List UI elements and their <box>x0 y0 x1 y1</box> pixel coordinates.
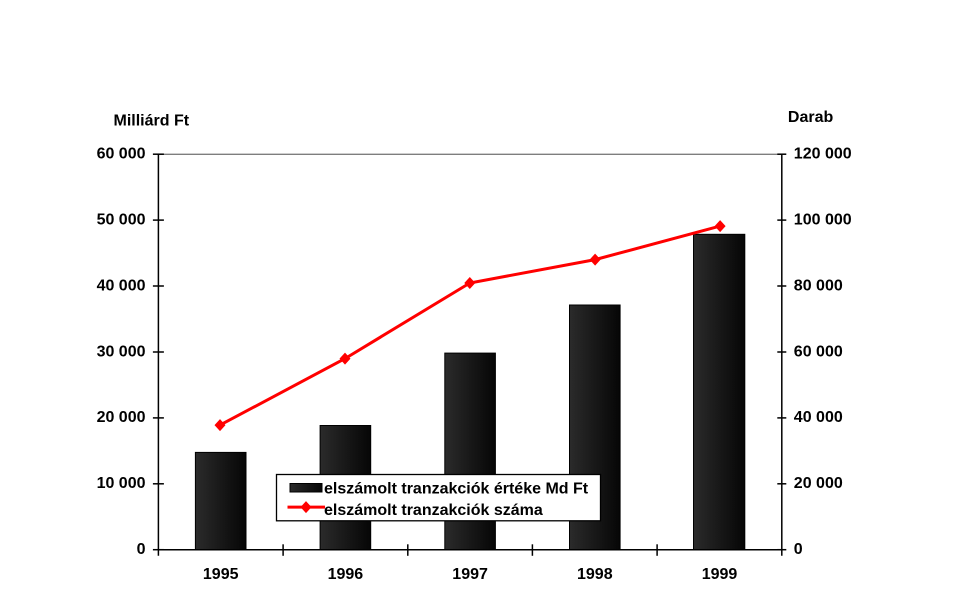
svg-text:20 000: 20 000 <box>97 409 146 426</box>
svg-text:1997: 1997 <box>452 566 488 583</box>
svg-text:120 000: 120 000 <box>794 146 852 163</box>
svg-text:0: 0 <box>794 541 803 558</box>
svg-text:30 000: 30 000 <box>97 343 146 360</box>
svg-text:Darab: Darab <box>788 109 834 126</box>
svg-text:80 000: 80 000 <box>794 277 843 294</box>
svg-text:40 000: 40 000 <box>794 409 843 426</box>
svg-text:1998: 1998 <box>577 566 613 583</box>
svg-text:1996: 1996 <box>328 566 364 583</box>
svg-text:60 000: 60 000 <box>794 343 843 360</box>
svg-text:100 000: 100 000 <box>794 211 852 228</box>
svg-text:Milliárd Ft: Milliárd Ft <box>114 113 190 130</box>
svg-text:50 000: 50 000 <box>97 211 146 228</box>
svg-text:20 000: 20 000 <box>794 475 843 492</box>
svg-text:1999: 1999 <box>702 566 738 583</box>
svg-text:0: 0 <box>137 541 146 558</box>
svg-text:1995: 1995 <box>203 566 239 583</box>
svg-text:40 000: 40 000 <box>97 277 146 294</box>
svg-text:60 000: 60 000 <box>97 146 146 163</box>
svg-text:elszámolt tranzakciók értéke M: elszámolt tranzakciók értéke Md Ft <box>324 480 589 497</box>
svg-text:10 000: 10 000 <box>97 475 146 492</box>
svg-text:elszámolt tranzakciók száma: elszámolt tranzakciók száma <box>324 502 543 519</box>
